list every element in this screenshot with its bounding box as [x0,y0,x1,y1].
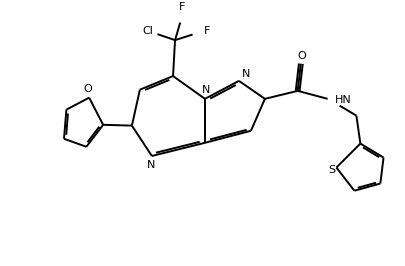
Text: S: S [327,165,335,174]
Text: N: N [147,160,155,170]
Text: N: N [201,85,209,95]
Text: N: N [241,69,250,79]
Text: F: F [203,26,210,36]
Text: Cl: Cl [143,26,153,36]
Text: F: F [179,2,185,12]
Text: O: O [296,51,305,61]
Text: HN: HN [334,95,351,105]
Text: O: O [83,84,92,94]
